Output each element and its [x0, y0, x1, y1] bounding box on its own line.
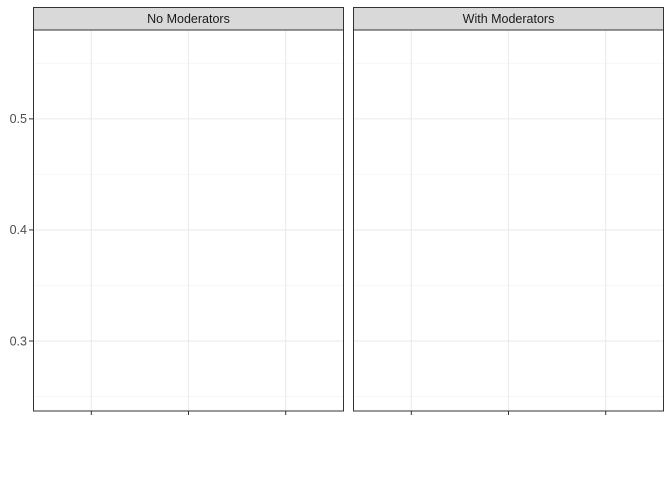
- y-tick-label: 0.3: [10, 334, 27, 348]
- y-tick-label: 0.5: [10, 112, 27, 126]
- facet-strip-label: No Moderators: [147, 12, 230, 26]
- facet-strip: [33, 7, 344, 31]
- facet-strip-label: With Moderators: [463, 12, 555, 26]
- facet-strip: [353, 7, 664, 31]
- y-tick-label: 0.4: [10, 223, 27, 237]
- facet-panel-2: With Moderators: [353, 7, 664, 415]
- facet-panel-1: No Moderators: [33, 7, 344, 415]
